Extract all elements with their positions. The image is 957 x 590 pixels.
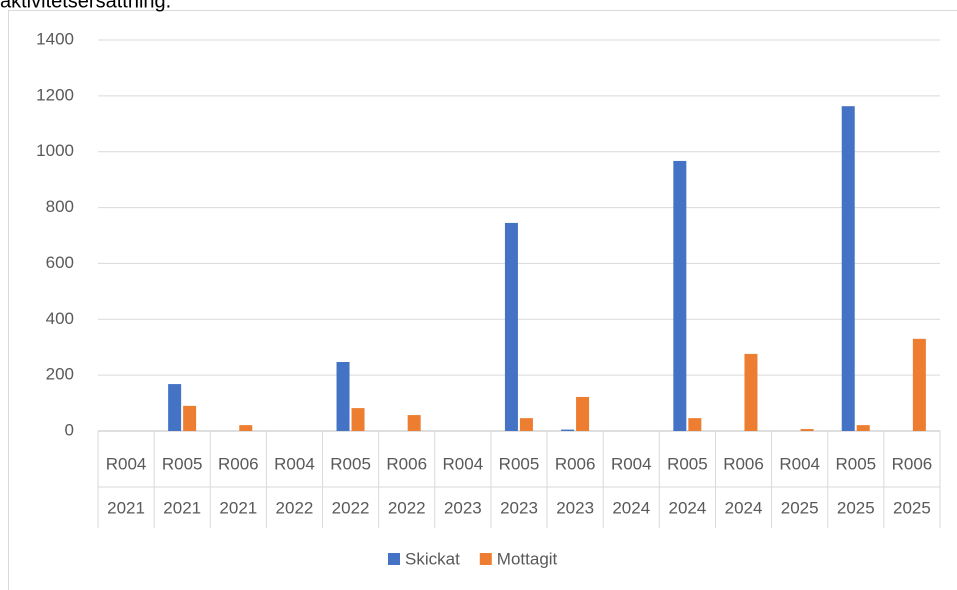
x-group-label: 2023 (444, 498, 482, 517)
x-tick-label: R004 (274, 454, 315, 473)
x-group-label: 2022 (388, 498, 426, 517)
x-tick-label: R005 (835, 454, 876, 473)
x-group-label: 2022 (332, 498, 370, 517)
y-tick-label: 200 (46, 365, 74, 384)
x-group-label: 2024 (725, 498, 763, 517)
x-tick-label: R006 (555, 454, 596, 473)
x-tick-label: R005 (667, 454, 708, 473)
x-tick-label: R006 (723, 454, 764, 473)
bar (336, 362, 350, 431)
x-tick-label: R004 (106, 454, 147, 473)
x-group-label: 2022 (276, 498, 314, 517)
bar (912, 338, 926, 431)
legend: Skickat Mottagit (388, 549, 558, 568)
bar (856, 425, 870, 431)
x-tick-label: R004 (611, 454, 652, 473)
x-group-label: 2021 (219, 498, 257, 517)
x-group-label: 2021 (107, 498, 145, 517)
bar (239, 425, 253, 431)
bar (407, 415, 421, 431)
x-group-label: 2024 (668, 498, 706, 517)
chart-frame (8, 10, 957, 590)
legend-swatch (479, 553, 492, 565)
bar (351, 408, 365, 431)
bar (183, 405, 197, 431)
x-tick-label: R005 (499, 454, 540, 473)
y-tick-label: 0 (65, 420, 74, 439)
bar (168, 384, 182, 431)
bar (576, 396, 590, 431)
legend-label: Mottagit (497, 549, 558, 568)
legend-swatch (388, 553, 400, 565)
x-group-label: 2025 (837, 498, 875, 517)
chart-title: aktivitetsersättning. (0, 0, 171, 12)
x-tick-label: R005 (330, 454, 371, 473)
legend-label: Skickat (405, 549, 460, 568)
x-tick-label: R004 (443, 454, 484, 473)
y-tick-label: 1400 (36, 29, 74, 48)
bar (561, 429, 575, 431)
bar (519, 418, 533, 431)
x-tick-label: R004 (779, 454, 820, 473)
y-tick-label: 600 (46, 253, 74, 272)
x-tick-label: R006 (386, 454, 427, 473)
x-group-label: 2021 (163, 498, 201, 517)
x-tick-label: R006 (218, 454, 259, 473)
bar (744, 353, 758, 431)
x-group-label: 2025 (893, 498, 931, 517)
x-group-label: 2025 (781, 498, 819, 517)
bar (688, 418, 702, 431)
y-tick-label: 1200 (36, 85, 74, 104)
y-tick-label: 400 (46, 309, 74, 328)
bar (841, 106, 855, 432)
bar (800, 429, 814, 431)
x-tick-label: R005 (162, 454, 203, 473)
x-group-label: 2023 (500, 498, 538, 517)
x-group-label: 2024 (612, 498, 650, 517)
y-tick-label: 800 (46, 197, 74, 216)
bar (673, 160, 687, 431)
y-tick-label: 1000 (36, 141, 74, 160)
bar (504, 222, 518, 431)
x-group-label: 2023 (556, 498, 594, 517)
x-tick-label: R006 (892, 454, 933, 473)
